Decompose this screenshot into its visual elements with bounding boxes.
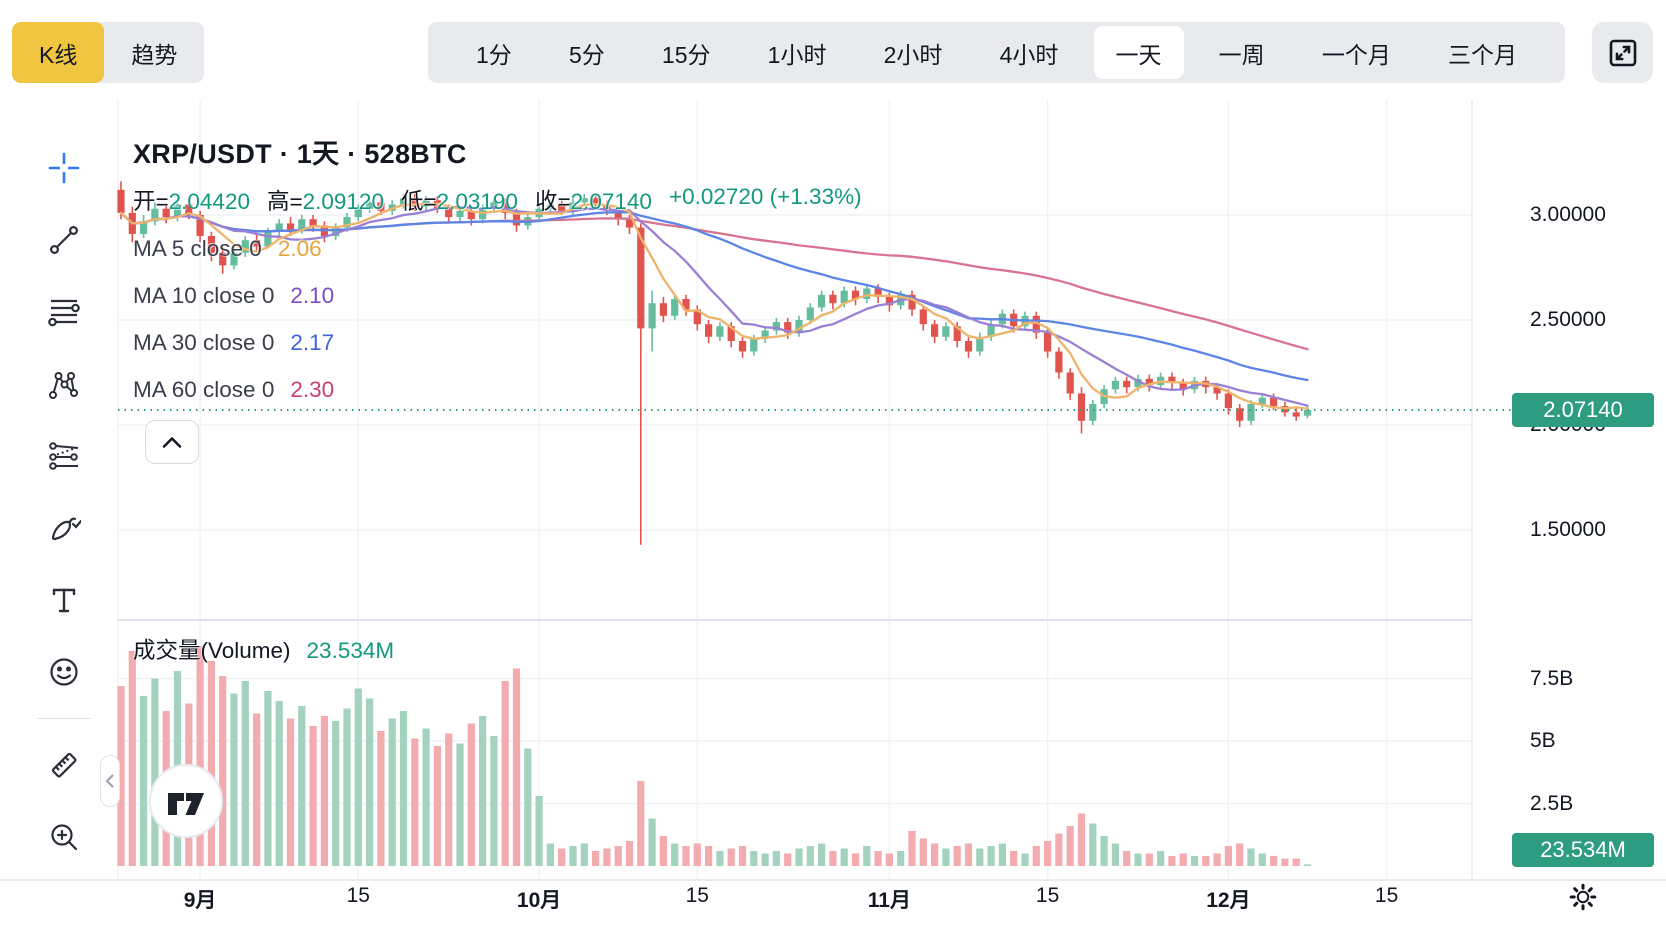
xabcd-pattern-icon <box>49 372 78 399</box>
volume-legend: 成交量(Volume) 23.534M <box>133 633 394 665</box>
emoji-icon <box>50 658 78 686</box>
ma-label: MA 60 close 0 <box>133 377 275 402</box>
timeframe-5分[interactable]: 5分 <box>547 26 627 79</box>
tool-crosshair[interactable] <box>34 132 94 204</box>
drawing-toolbar <box>34 132 94 873</box>
time-axis-label: 10月 <box>516 889 562 912</box>
time-axis-label: 9月 <box>183 889 217 912</box>
timeframe-15分[interactable]: 15分 <box>640 26 733 79</box>
time-axis-label: 15 <box>1374 884 1399 907</box>
volume-value: 23.534M <box>306 638 395 663</box>
time-axis-label: 15 <box>346 884 370 907</box>
timeframe-4小时[interactable]: 4小时 <box>978 26 1081 79</box>
panel-collapse-handle[interactable] <box>100 755 120 807</box>
low-label: 低= <box>400 189 437 214</box>
chart-region: XRP/USDT · 1天 · 528BTC 开=2.04420 高=2.091… <box>0 100 1666 950</box>
ma-label: MA 10 close 0 <box>133 283 275 308</box>
tradingview-logo[interactable] <box>148 763 224 839</box>
chart-type-toggle: K线 趋势 <box>12 22 205 83</box>
ma-value: 2.10 <box>290 283 335 308</box>
legend-collapse-button[interactable] <box>145 420 199 464</box>
time-axis-label: 12月 <box>1206 889 1251 912</box>
high-label: 高= <box>266 189 303 214</box>
ma-value: 2.06 <box>277 236 322 261</box>
price-axis-label: 1.50000 <box>1530 518 1606 541</box>
fullscreen-button[interactable] <box>1592 22 1653 83</box>
low-value: 2.03190 <box>436 189 518 214</box>
timeframe-2小时[interactable]: 2小时 <box>862 26 965 79</box>
crosshair-icon <box>48 152 80 184</box>
high-value: 2.09120 <box>302 189 384 214</box>
chart-canvas[interactable] <box>0 100 1666 950</box>
tool-fib-lines[interactable] <box>34 276 94 348</box>
axis-settings-button[interactable] <box>1566 880 1600 914</box>
time-axis-label: 15 <box>685 884 709 907</box>
trend-line-icon <box>49 225 79 255</box>
ma-legend-row-30[interactable]: MA 30 close 0 2.17 <box>133 330 334 356</box>
tool-projection[interactable] <box>34 420 94 492</box>
symbol-title: XRP/USDT · 1天 · 528BTC <box>133 139 467 169</box>
timeframe-1分[interactable]: 1分 <box>454 26 534 79</box>
ma-label: MA 5 close 0 <box>133 236 262 261</box>
last-price-badge: 2.07140 <box>1512 393 1654 427</box>
volume-axis-label: 5B <box>1530 729 1556 752</box>
tool-brush[interactable] <box>34 492 94 564</box>
expand-icon <box>1609 39 1636 66</box>
fib-lines-icon <box>48 299 80 327</box>
volume-label: 成交量(Volume) <box>133 638 291 663</box>
timeframe-一周[interactable]: 一周 <box>1197 26 1287 79</box>
timeframe-group: 1分 5分 15分 1小时 2小时 4小时 一天 一周 一个月 三个月 <box>428 22 1565 83</box>
tool-text[interactable] <box>34 564 94 636</box>
tool-trend-line[interactable] <box>34 204 94 276</box>
ma-legend-row-60[interactable]: MA 60 close 0 2.30 <box>133 377 334 403</box>
ma-legend-row-10[interactable]: MA 10 close 0 2.10 <box>133 283 334 309</box>
ma-label: MA 30 close 0 <box>133 330 275 355</box>
timeframe-1小时[interactable]: 1小时 <box>746 26 849 79</box>
change-value: +0.02720 (+1.33%) <box>668 184 862 209</box>
volume-axis-label: 7.5B <box>1530 666 1574 690</box>
tool-xabcd-pattern[interactable] <box>34 348 94 420</box>
timeframe-一个月[interactable]: 一个月 <box>1300 26 1413 79</box>
toolbar-divider <box>37 718 91 719</box>
time-axis-label: 15 <box>1035 884 1060 907</box>
volume-badge: 23.534M <box>1512 833 1654 867</box>
ohlc-readout: 开=2.04420 高=2.09120 低=2.03190 收=2.07140 … <box>133 184 862 216</box>
tool-emoji[interactable] <box>34 636 94 708</box>
close-label: 收= <box>534 189 571 214</box>
timeframe-一天[interactable]: 一天 <box>1093 26 1184 79</box>
tool-zoom-in[interactable] <box>34 801 94 873</box>
price-axis-label: 2.50000 <box>1530 308 1606 331</box>
close-value: 2.07140 <box>570 189 652 214</box>
tool-ruler[interactable] <box>34 729 94 801</box>
open-label: 开= <box>133 189 169 214</box>
gear-icon <box>1569 883 1597 911</box>
open-value: 2.04420 <box>168 189 250 214</box>
ma-value: 2.30 <box>290 377 335 402</box>
time-axis-label: 11月 <box>867 889 911 912</box>
volume-axis-label: 2.5B <box>1530 791 1574 815</box>
ma-value: 2.17 <box>290 330 335 355</box>
brush-icon <box>51 517 81 541</box>
chevron-up-icon <box>162 437 182 448</box>
chevron-left-icon <box>105 774 114 788</box>
top-toolbar: K线 趋势 1分 5分 15分 1小时 2小时 4小时 一天 一周 一个月 三个月 <box>0 22 1666 83</box>
projection-icon <box>49 442 79 470</box>
chart-type-K线[interactable]: K线 <box>12 22 105 83</box>
text-icon <box>52 588 76 613</box>
price-axis-label: 3.00000 <box>1530 203 1606 226</box>
chart-type-趋势[interactable]: 趋势 <box>104 22 204 83</box>
ruler-icon <box>51 752 77 778</box>
zoom-in-icon <box>51 824 78 851</box>
timeframe-三个月[interactable]: 三个月 <box>1426 26 1539 79</box>
ma-legend-row-5[interactable]: MA 5 close 0 2.06 <box>133 236 322 262</box>
